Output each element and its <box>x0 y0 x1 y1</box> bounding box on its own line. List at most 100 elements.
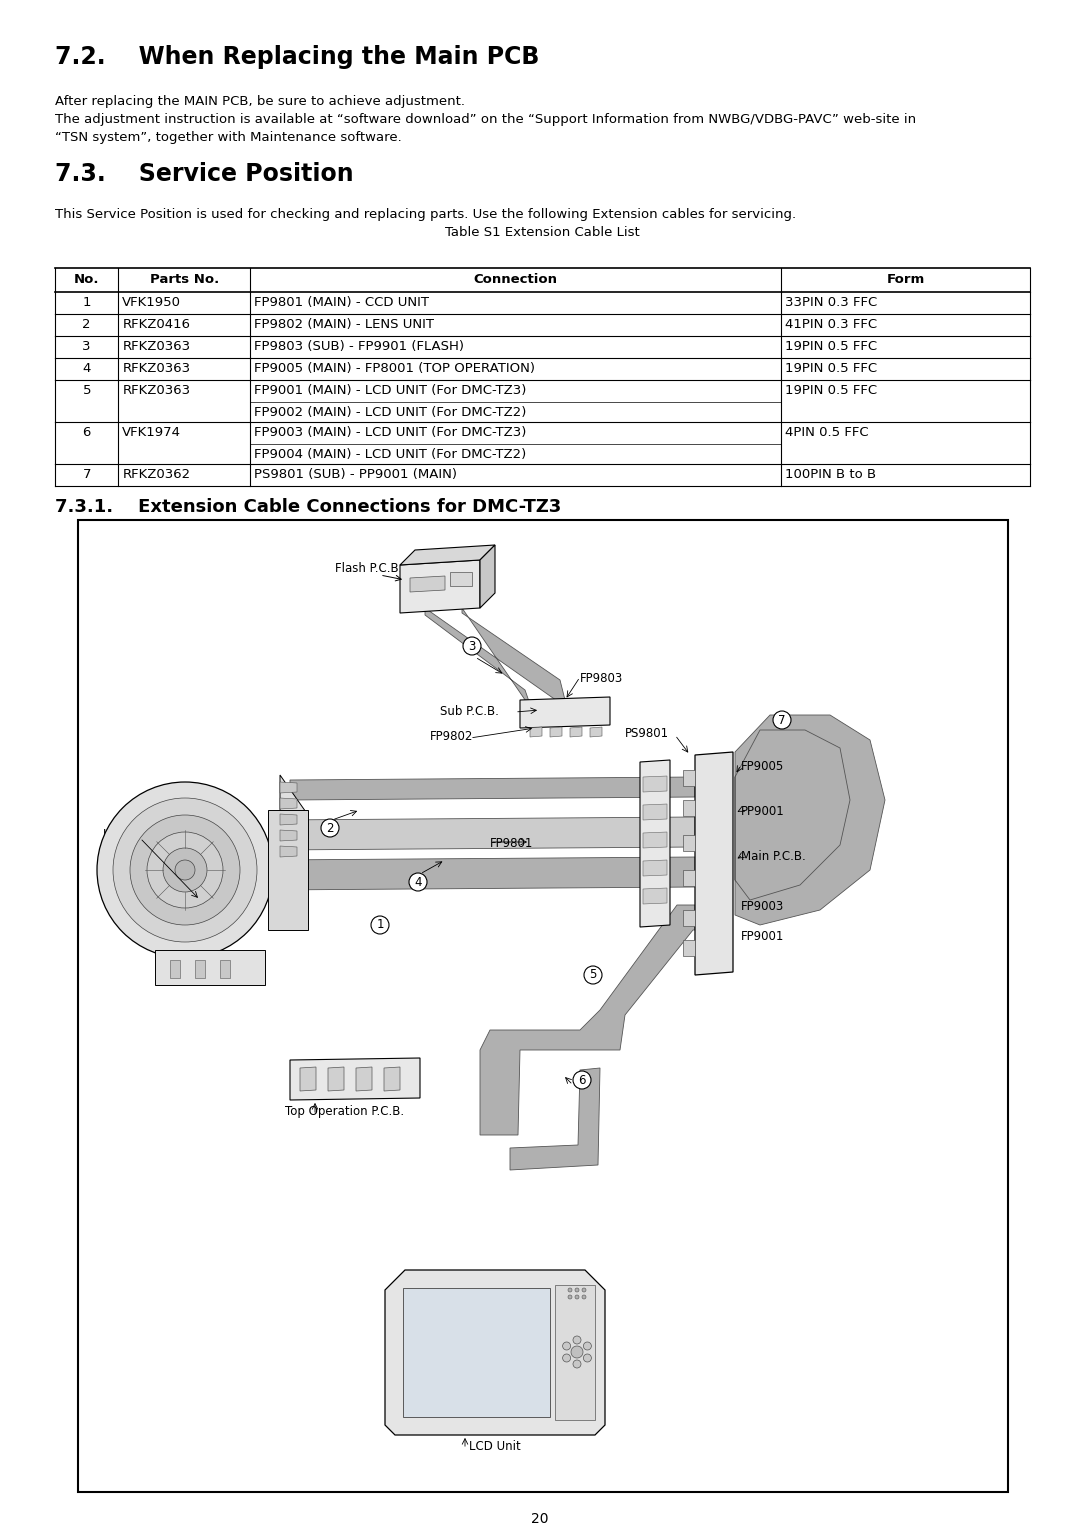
Text: 7.3.1.    Extension Cable Connections for DMC-TZ3: 7.3.1. Extension Cable Connections for D… <box>55 498 562 516</box>
Polygon shape <box>683 835 696 851</box>
Text: 7.3.    Service Position: 7.3. Service Position <box>55 162 353 186</box>
Text: RFKZ0363: RFKZ0363 <box>122 362 190 376</box>
Text: FP9004 (MAIN) - LCD UNIT (For DMC-TZ2): FP9004 (MAIN) - LCD UNIT (For DMC-TZ2) <box>254 447 526 461</box>
Text: FP9801: FP9801 <box>490 837 534 851</box>
Text: 1: 1 <box>376 919 383 931</box>
Text: 6: 6 <box>578 1073 585 1087</box>
Bar <box>450 573 472 586</box>
Polygon shape <box>640 760 670 927</box>
Text: PS9801 (SUB) - PP9001 (MAIN): PS9801 (SUB) - PP9001 (MAIN) <box>254 467 457 481</box>
Text: 19PIN 0.5 FFC: 19PIN 0.5 FFC <box>785 341 877 353</box>
Text: FP9803 (SUB) - FP9901 (FLASH): FP9803 (SUB) - FP9901 (FLASH) <box>254 341 464 353</box>
Circle shape <box>773 712 791 728</box>
Polygon shape <box>356 1067 372 1090</box>
Text: FP9002 (MAIN) - LCD UNIT (For DMC-TZ2): FP9002 (MAIN) - LCD UNIT (For DMC-TZ2) <box>254 406 526 418</box>
Circle shape <box>113 799 257 942</box>
Text: Flash P.C.B.: Flash P.C.B. <box>335 562 403 576</box>
Text: 20: 20 <box>531 1512 549 1525</box>
Text: VFK1950: VFK1950 <box>122 296 181 308</box>
Text: FP9001 (MAIN) - LCD UNIT (For DMC-TZ3): FP9001 (MAIN) - LCD UNIT (For DMC-TZ3) <box>254 383 526 397</box>
Polygon shape <box>280 814 297 825</box>
Polygon shape <box>570 727 582 738</box>
Text: No.: No. <box>73 273 99 286</box>
Text: Parts No.: Parts No. <box>149 273 219 286</box>
Text: 19PIN 0.5 FFC: 19PIN 0.5 FFC <box>785 362 877 376</box>
Polygon shape <box>400 560 480 612</box>
Text: 100PIN B to B: 100PIN B to B <box>785 467 877 481</box>
Circle shape <box>321 818 339 837</box>
Text: “TSN system”, together with Maintenance software.: “TSN system”, together with Maintenance … <box>55 131 402 144</box>
Polygon shape <box>195 960 205 977</box>
Polygon shape <box>555 1286 595 1420</box>
Text: 7: 7 <box>82 467 91 481</box>
Text: FP9801 (MAIN) - CCD UNIT: FP9801 (MAIN) - CCD UNIT <box>254 296 429 308</box>
Circle shape <box>573 1336 581 1344</box>
Polygon shape <box>683 941 696 956</box>
Polygon shape <box>291 777 696 800</box>
Polygon shape <box>643 860 667 876</box>
Text: 4PIN 0.5 FFC: 4PIN 0.5 FFC <box>785 426 869 438</box>
Text: PP9001: PP9001 <box>741 805 785 818</box>
Polygon shape <box>683 870 696 886</box>
Polygon shape <box>170 960 180 977</box>
Polygon shape <box>643 776 667 793</box>
Text: FP9802: FP9802 <box>430 730 473 744</box>
Text: RFKZ0416: RFKZ0416 <box>122 318 190 331</box>
Circle shape <box>583 1342 592 1350</box>
Text: 3: 3 <box>82 341 91 353</box>
Circle shape <box>147 832 222 909</box>
Text: 2: 2 <box>326 822 334 834</box>
Polygon shape <box>683 800 696 815</box>
Text: 2: 2 <box>82 318 91 331</box>
Text: 33PIN 0.3 FFC: 33PIN 0.3 FFC <box>785 296 878 308</box>
Circle shape <box>571 1345 583 1358</box>
Circle shape <box>563 1342 570 1350</box>
Circle shape <box>97 782 273 957</box>
Polygon shape <box>530 727 542 738</box>
Text: 4: 4 <box>415 875 422 889</box>
Text: 7.2.    When Replacing the Main PCB: 7.2. When Replacing the Main PCB <box>55 44 539 69</box>
Polygon shape <box>480 906 696 1135</box>
Text: 3: 3 <box>469 640 475 652</box>
Circle shape <box>463 637 481 655</box>
Polygon shape <box>384 1067 400 1090</box>
Polygon shape <box>410 576 445 592</box>
Circle shape <box>584 967 602 983</box>
Polygon shape <box>590 727 602 738</box>
Text: Lens Unit: Lens Unit <box>103 828 158 841</box>
Text: 5: 5 <box>590 968 596 982</box>
Text: 7: 7 <box>779 713 786 727</box>
Text: 6: 6 <box>82 426 91 438</box>
Polygon shape <box>510 1067 600 1170</box>
Text: 41PIN 0.3 FFC: 41PIN 0.3 FFC <box>785 318 877 331</box>
Text: FP9005: FP9005 <box>741 760 784 773</box>
Text: The adjustment instruction is available at “software download” on the “Support I: The adjustment instruction is available … <box>55 113 916 127</box>
Circle shape <box>575 1287 579 1292</box>
Polygon shape <box>328 1067 345 1090</box>
Circle shape <box>372 916 389 935</box>
Text: 1: 1 <box>82 296 91 308</box>
Polygon shape <box>519 696 610 728</box>
Text: 19PIN 0.5 FFC: 19PIN 0.5 FFC <box>785 383 877 397</box>
Polygon shape <box>280 782 297 793</box>
Polygon shape <box>426 608 570 710</box>
Text: FP9005 (MAIN) - FP8001 (TOP OPERATION): FP9005 (MAIN) - FP8001 (TOP OPERATION) <box>254 362 535 376</box>
Text: After replacing the MAIN PCB, be sure to achieve adjustment.: After replacing the MAIN PCB, be sure to… <box>55 95 465 108</box>
Circle shape <box>175 860 195 880</box>
Text: FP9802 (MAIN) - LENS UNIT: FP9802 (MAIN) - LENS UNIT <box>254 318 434 331</box>
Polygon shape <box>403 1287 550 1417</box>
Polygon shape <box>275 817 696 851</box>
Text: This Service Position is used for checking and replacing parts. Use the followin: This Service Position is used for checki… <box>55 208 796 221</box>
Text: Form: Form <box>887 273 924 286</box>
Circle shape <box>568 1295 572 1299</box>
Bar <box>78 521 1008 1492</box>
Text: RFKZ0362: RFKZ0362 <box>122 467 190 481</box>
Text: Top Operation P.C.B.: Top Operation P.C.B. <box>285 1106 404 1118</box>
Circle shape <box>575 1295 579 1299</box>
Text: CCD Unit: CCD Unit <box>160 960 214 973</box>
Text: Sub P.C.B.: Sub P.C.B. <box>440 705 499 718</box>
Circle shape <box>573 1361 581 1368</box>
Polygon shape <box>683 910 696 925</box>
Text: Main P.C.B.: Main P.C.B. <box>741 851 806 863</box>
Polygon shape <box>735 715 885 925</box>
